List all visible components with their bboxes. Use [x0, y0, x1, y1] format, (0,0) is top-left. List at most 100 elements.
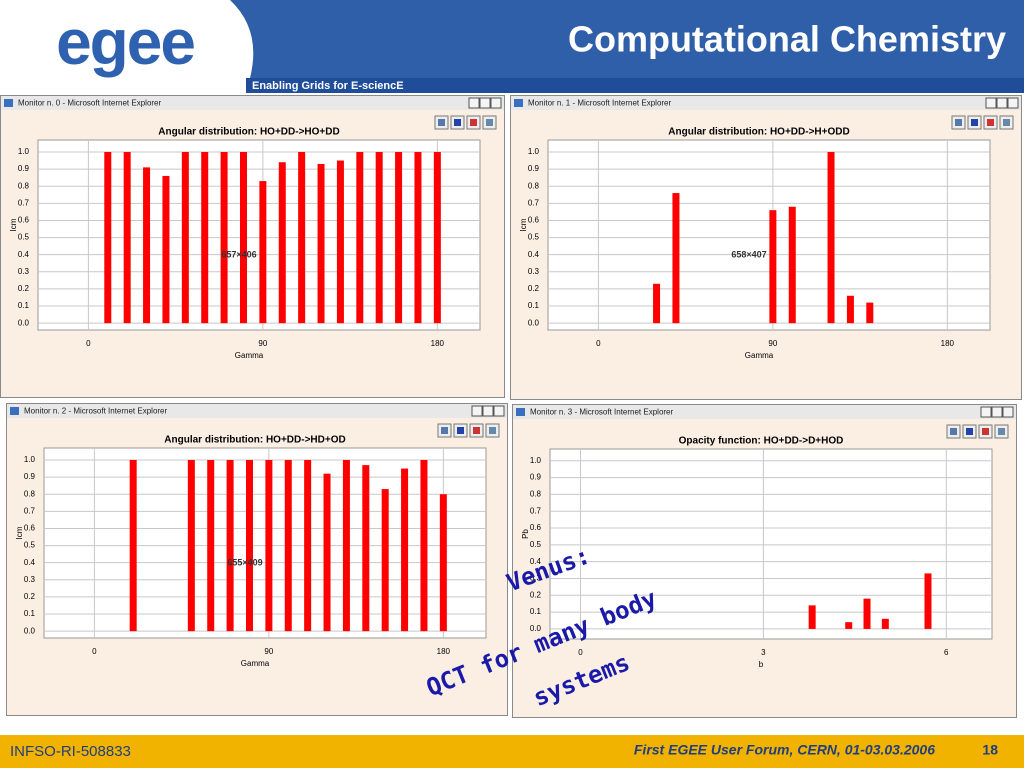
y-tick-label: 0.5: [24, 541, 36, 550]
slide-title: Computational Chemistry: [568, 19, 1006, 60]
y-tick-label: 0.9: [530, 473, 542, 482]
window-button: [468, 97, 480, 109]
bar: [881, 618, 889, 629]
toolbar-icon: [998, 428, 1005, 435]
window-button: [493, 405, 505, 417]
bar: [226, 459, 234, 632]
toolbar-icon: [950, 428, 957, 435]
bar: [846, 295, 854, 324]
page-number: 18: [982, 742, 998, 758]
size-label: 657×406: [221, 249, 256, 259]
y-tick-label: 0.7: [528, 198, 540, 207]
x-tick-label: 0: [92, 647, 97, 656]
bar: [827, 151, 835, 324]
title-bar: [7, 404, 507, 418]
footer-center: First EGEE User Forum, CERN, 01-03.03.20…: [634, 742, 935, 758]
bar: [342, 459, 350, 632]
x-axis-label: Gamma: [241, 659, 270, 668]
y-tick-label: 0.1: [18, 301, 30, 310]
window-title: Monitor n. 1 - Microsoft Internet Explor…: [528, 99, 672, 108]
y-tick-label: 0.1: [24, 609, 36, 618]
bar: [259, 181, 267, 324]
window-button: [482, 405, 494, 417]
footer-left: INFSO-RI-508833: [10, 743, 131, 760]
window: Monitor n. 0 - Microsoft Internet Explor…: [0, 95, 505, 398]
footer-band: [0, 735, 1024, 768]
bar: [220, 151, 228, 324]
size-label: 658×407: [731, 249, 766, 259]
y-tick-label: 0.7: [530, 506, 542, 515]
toolbar-icon: [457, 427, 464, 434]
y-tick-label: 1.0: [528, 147, 540, 156]
bar: [336, 160, 344, 324]
y-tick-label: 0.4: [528, 250, 540, 259]
y-tick-label: 0.4: [530, 557, 542, 566]
y-tick-label: 0.1: [528, 301, 540, 310]
bar: [239, 151, 247, 324]
bar: [845, 622, 853, 629]
window-button: [991, 406, 1003, 418]
y-tick-label: 0.2: [18, 284, 30, 293]
toolbar-icon: [441, 427, 448, 434]
toolbar-icon: [438, 119, 445, 126]
bar: [375, 151, 383, 324]
y-tick-label: 0.7: [24, 506, 36, 515]
toolbar-icon: [470, 119, 477, 126]
window-button: [985, 97, 997, 109]
y-tick-label: 0.6: [24, 524, 36, 533]
y-tick-label: 0.0: [18, 318, 30, 327]
x-tick-label: 0: [578, 648, 583, 657]
bar: [769, 210, 777, 324]
y-tick-label: 0.4: [18, 250, 30, 259]
bar: [808, 605, 816, 629]
x-tick-label: 90: [258, 339, 267, 348]
y-tick-label: 1.0: [24, 455, 36, 464]
window-icon: [514, 99, 523, 107]
x-tick-label: 180: [941, 339, 955, 348]
y-tick-label: 0.9: [528, 164, 540, 173]
y-tick-label: 1.0: [18, 147, 30, 156]
window-button: [471, 405, 483, 417]
bar: [356, 151, 364, 324]
y-tick-label: 0.1: [530, 607, 542, 616]
window-icon: [4, 99, 13, 107]
logo-area: [0, 0, 254, 93]
bar: [304, 459, 312, 632]
y-tick-label: 0.6: [18, 216, 30, 225]
y-tick-label: 0.8: [24, 489, 36, 498]
window-icon: [10, 407, 19, 415]
bar: [788, 206, 796, 324]
bar: [123, 151, 131, 324]
title-bar: [1, 96, 504, 110]
bar: [181, 151, 189, 324]
toolbar-icon: [454, 119, 461, 126]
toolbar-icon: [473, 427, 480, 434]
toolbar-icon: [966, 428, 973, 435]
bar: [924, 573, 932, 629]
size-label: 655×409: [227, 557, 262, 567]
toolbar-icon: [1003, 119, 1010, 126]
y-axis-label: Icm: [519, 218, 528, 231]
chart-title: Angular distribution: HO+DD->HO+DD: [158, 127, 339, 138]
plot-area: [43, 447, 487, 639]
window-title: Monitor n. 0 - Microsoft Internet Explor…: [18, 99, 162, 108]
window-button: [1002, 406, 1014, 418]
title-bar: [513, 405, 1016, 419]
plot-area: [37, 139, 481, 331]
bar: [401, 468, 409, 632]
y-tick-label: 0.8: [528, 181, 540, 190]
bar: [439, 494, 447, 632]
window-title: Monitor n. 2 - Microsoft Internet Explor…: [24, 407, 168, 416]
bar: [265, 459, 273, 632]
plot-area: [549, 448, 993, 640]
x-tick-label: 0: [86, 339, 91, 348]
bar: [381, 489, 389, 632]
y-axis-label: Pb: [521, 529, 530, 539]
plot-area: [547, 139, 991, 331]
bar: [129, 459, 137, 632]
bar: [420, 459, 428, 632]
bar: [187, 459, 195, 632]
y-tick-label: 0.2: [24, 592, 36, 601]
x-tick-label: 6: [944, 648, 949, 657]
toolbar-icon: [489, 427, 496, 434]
